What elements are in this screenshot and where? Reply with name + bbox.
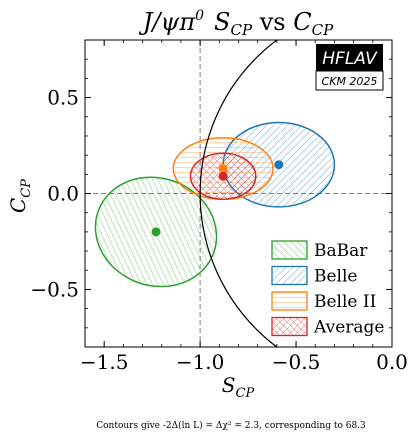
hflav-badge-title-box xyxy=(316,44,383,71)
y-tick-label: 0.5 xyxy=(47,86,79,110)
y-tick-label: −0.5 xyxy=(30,277,79,301)
legend-label-belle-ii: Belle II xyxy=(314,292,376,312)
legend-swatch-belle xyxy=(271,265,308,286)
physical-boundary-circle xyxy=(199,40,278,347)
legend-label-babar: BaBar xyxy=(314,241,368,261)
legend-swatch-babar xyxy=(271,240,308,260)
x-tick-label: 0.0 xyxy=(376,350,408,374)
point-babar xyxy=(151,227,161,237)
hflav-badge: HFLAV CKM 2025 xyxy=(315,44,384,91)
chart-title: J/ψπ0 SCP vs CCP xyxy=(138,8,334,39)
y-axis-label: CCP xyxy=(6,179,34,213)
x-tick-label: −1.5 xyxy=(80,350,129,374)
x-tick-label: −0.5 xyxy=(272,350,321,374)
hflav-badge-subtitle-box xyxy=(315,70,384,91)
legend-swatch-belle-ii xyxy=(271,291,308,311)
legend-label-belle: Belle xyxy=(314,267,358,287)
legend-swatch-average xyxy=(271,316,308,337)
x-axis-label: SCP xyxy=(222,373,255,401)
point-average xyxy=(218,171,228,181)
x-tick-label: −1.0 xyxy=(176,350,225,374)
legend-label-average: Average xyxy=(313,318,384,338)
y-tick-label: 0.0 xyxy=(47,182,79,206)
hflav-badge-title: HFLAV xyxy=(322,49,378,69)
point-belle xyxy=(274,160,284,170)
legend: BaBar Belle Belle II Average xyxy=(271,240,384,338)
footnote: Contours give -2Δ(ln L) = Δχ² = 2.3, cor… xyxy=(96,420,366,431)
point-belle-ii xyxy=(218,164,228,174)
hflav-badge-subtitle: CKM 2025 xyxy=(322,75,378,88)
